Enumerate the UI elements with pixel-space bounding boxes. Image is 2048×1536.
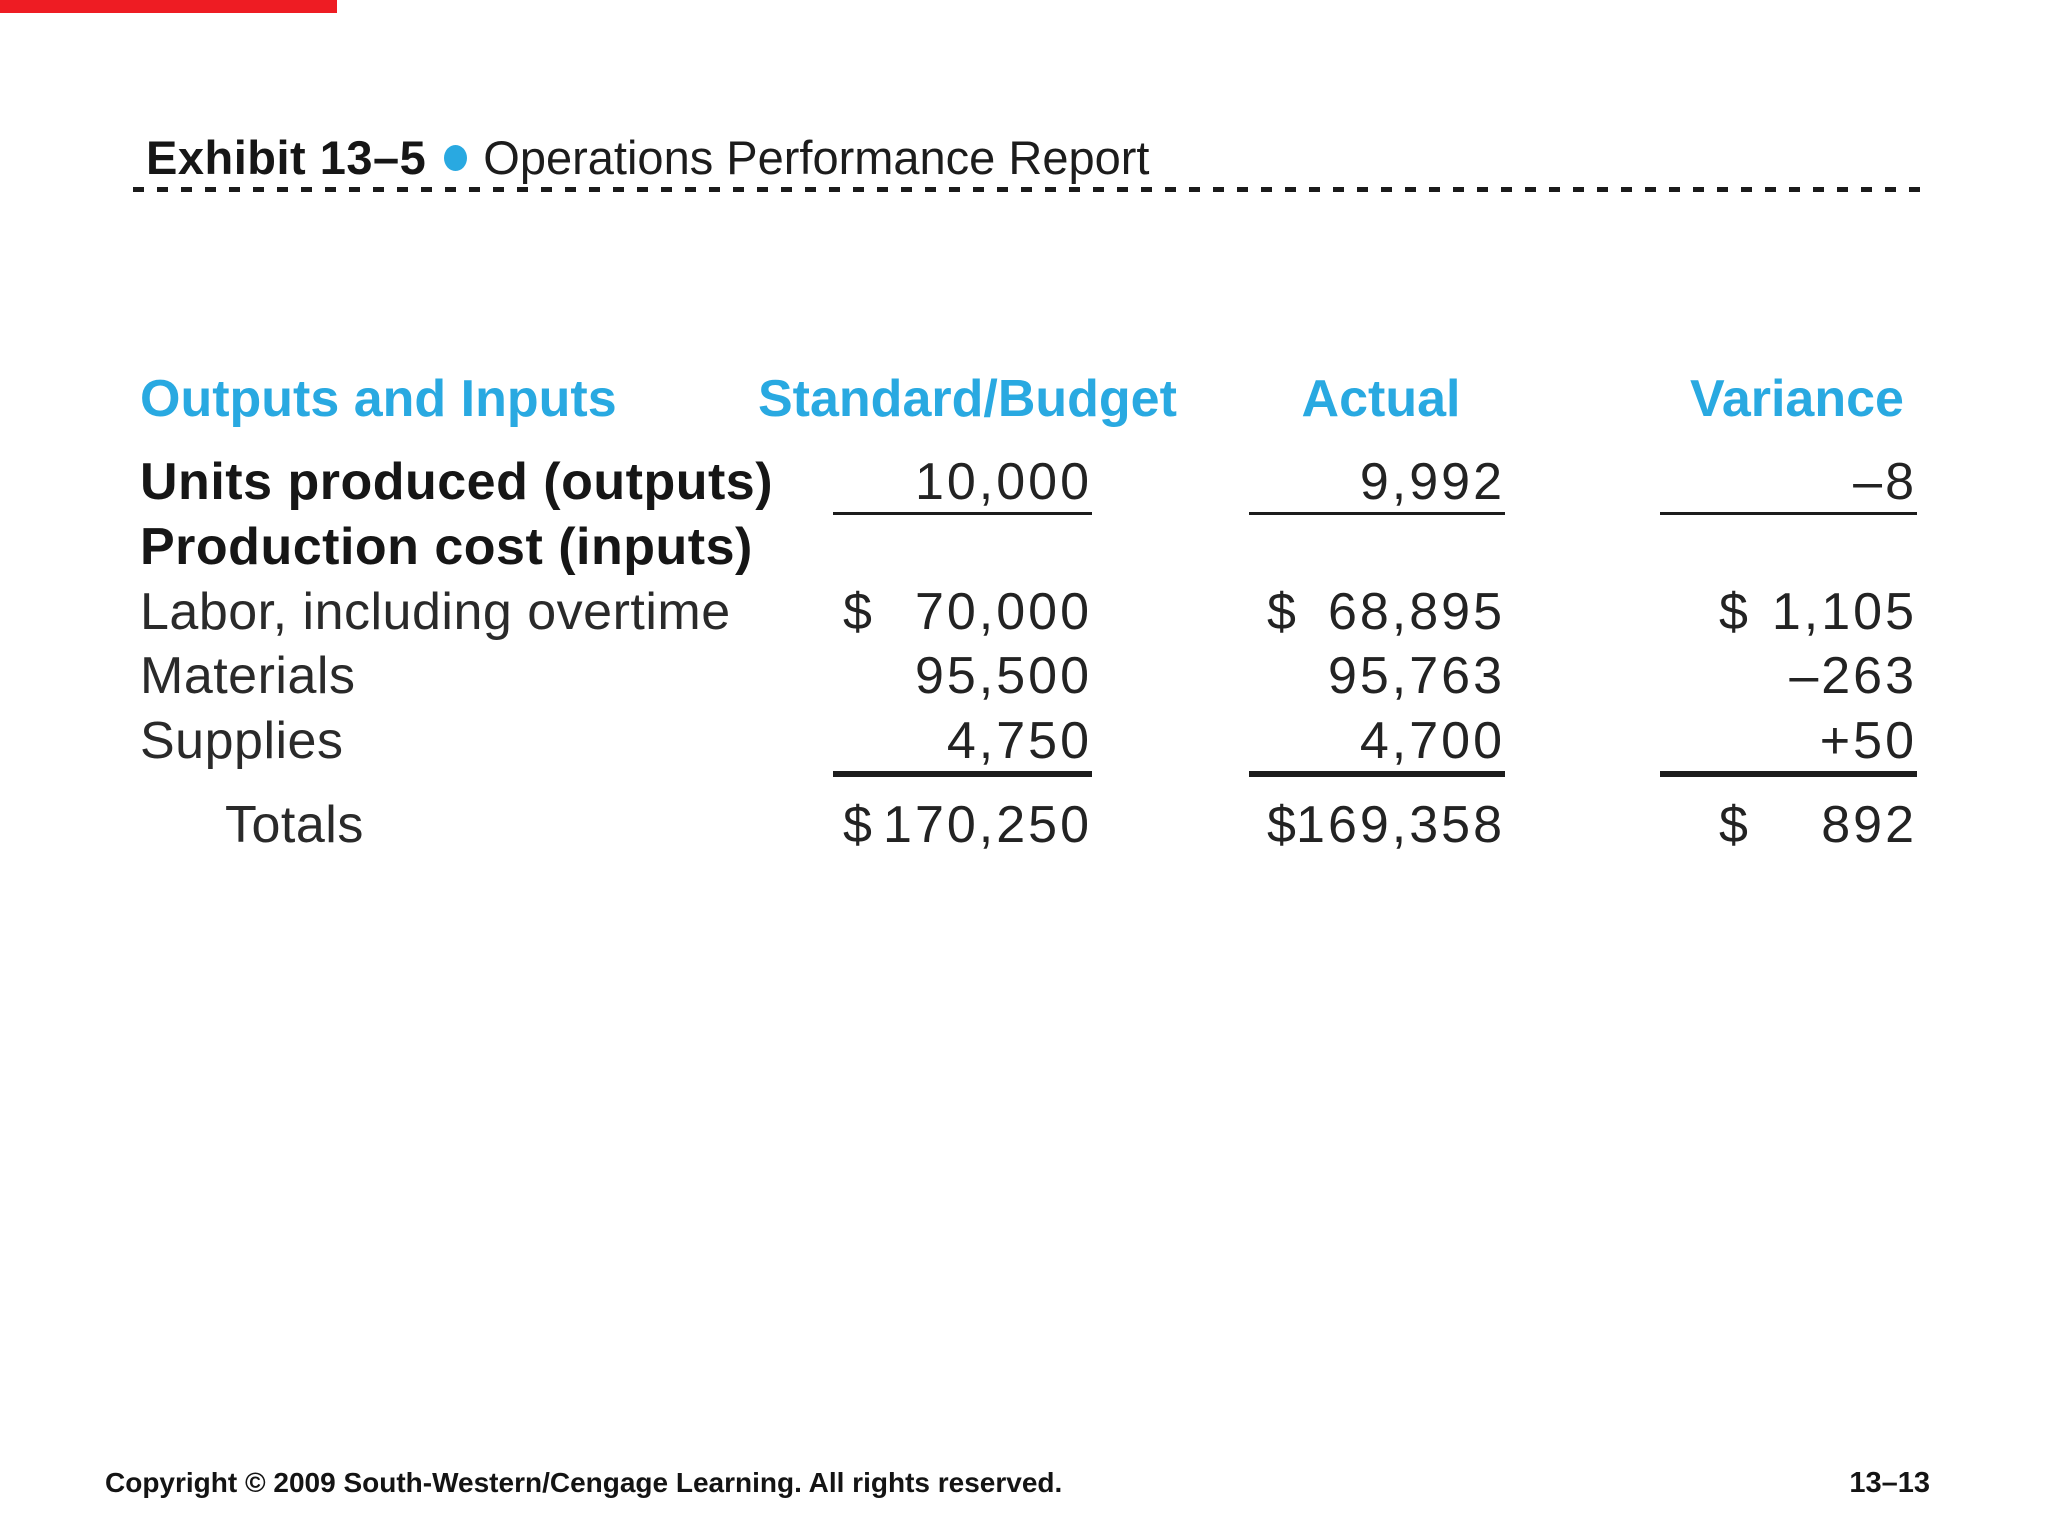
cell-actual: $ 169,358 — [1249, 795, 1505, 855]
column-header-actual: Actual — [1301, 370, 1461, 428]
table-row: Production cost (inputs) — [0, 517, 2048, 577]
copyright-text: Copyright © 2009 South-Western/Cengage L… — [105, 1467, 1063, 1498]
row-label: Units produced (outputs) — [140, 453, 774, 511]
row-label: Totals — [225, 796, 364, 854]
table-row: Labor, including overtime $ 70,000 $ 68,… — [0, 582, 2048, 642]
currency-sign: $ — [1719, 796, 1749, 854]
column-header-variance: Variance — [1690, 370, 1904, 428]
cell-standard-budget: $ 70,000 — [833, 582, 1092, 642]
cell-value: 1,105 — [1771, 583, 1917, 641]
cell-value: 95,763 — [1327, 647, 1505, 705]
title-text: Operations Performance Report — [483, 131, 1150, 184]
cell-value: 68,895 — [1327, 583, 1505, 641]
exhibit-label: Exhibit 13–5 — [146, 131, 427, 184]
cell-standard-budget: 10,000 — [833, 452, 1092, 515]
cell-value: 170,250 — [883, 796, 1092, 854]
bullet-icon — [444, 145, 468, 171]
column-header-standard-budget: Standard/Budget — [758, 370, 1177, 428]
cell-variance: +50 — [1660, 711, 1917, 777]
cell-standard-budget: $ 170,250 — [833, 795, 1092, 855]
row-label: Production cost (inputs) — [140, 518, 753, 576]
cell-value: 169,358 — [1296, 796, 1505, 854]
cell-standard-budget: 4,750 — [833, 711, 1092, 777]
table-row: Units produced (outputs) 10,000 9,992 –8 — [0, 452, 2048, 515]
currency-sign: $ — [843, 796, 873, 854]
currency-sign: $ — [1719, 583, 1749, 641]
table-row: Totals $ 170,250 $ 169,358 $ 892 — [0, 795, 2048, 855]
page-title: Exhibit 13–5 Operations Performance Repo… — [146, 126, 1149, 190]
cell-value: –8 — [1853, 453, 1917, 511]
currency-sign: $ — [843, 583, 873, 641]
cell-value: 4,750 — [946, 712, 1092, 770]
row-label: Supplies — [140, 712, 344, 770]
row-label: Labor, including overtime — [140, 583, 731, 641]
cell-standard-budget: 95,500 — [833, 646, 1092, 706]
cell-value: 9,992 — [1359, 453, 1505, 511]
table-row: Materials 95,500 95,763 –263 — [0, 646, 2048, 706]
cell-variance: $ 1,105 — [1660, 582, 1917, 642]
cell-actual: 9,992 — [1249, 452, 1505, 515]
cell-actual: $ 68,895 — [1249, 582, 1505, 642]
currency-sign: $ — [1267, 583, 1297, 641]
cell-value: 95,500 — [914, 647, 1092, 705]
cell-value: 10,000 — [914, 453, 1092, 511]
cell-value: 4,700 — [1359, 712, 1505, 770]
cell-variance: –8 — [1660, 452, 1917, 515]
title-divider — [133, 187, 1923, 192]
cell-actual: 4,700 — [1249, 711, 1505, 777]
currency-sign: $ — [1267, 796, 1297, 854]
page-number: 13–13 — [1849, 1467, 1930, 1499]
cell-variance: –263 — [1660, 646, 1917, 706]
cell-value: 892 — [1821, 796, 1917, 854]
cell-value: +50 — [1819, 712, 1917, 770]
row-label: Materials — [140, 647, 356, 705]
table-row: Supplies 4,750 4,700 +50 — [0, 711, 2048, 777]
cell-value: –263 — [1789, 647, 1917, 705]
cell-value: 70,000 — [914, 583, 1092, 641]
red-accent-bar — [0, 0, 337, 13]
cell-variance: $ 892 — [1660, 795, 1917, 855]
cell-actual: 95,763 — [1249, 646, 1505, 706]
column-header-outputs-inputs: Outputs and Inputs — [140, 370, 617, 428]
